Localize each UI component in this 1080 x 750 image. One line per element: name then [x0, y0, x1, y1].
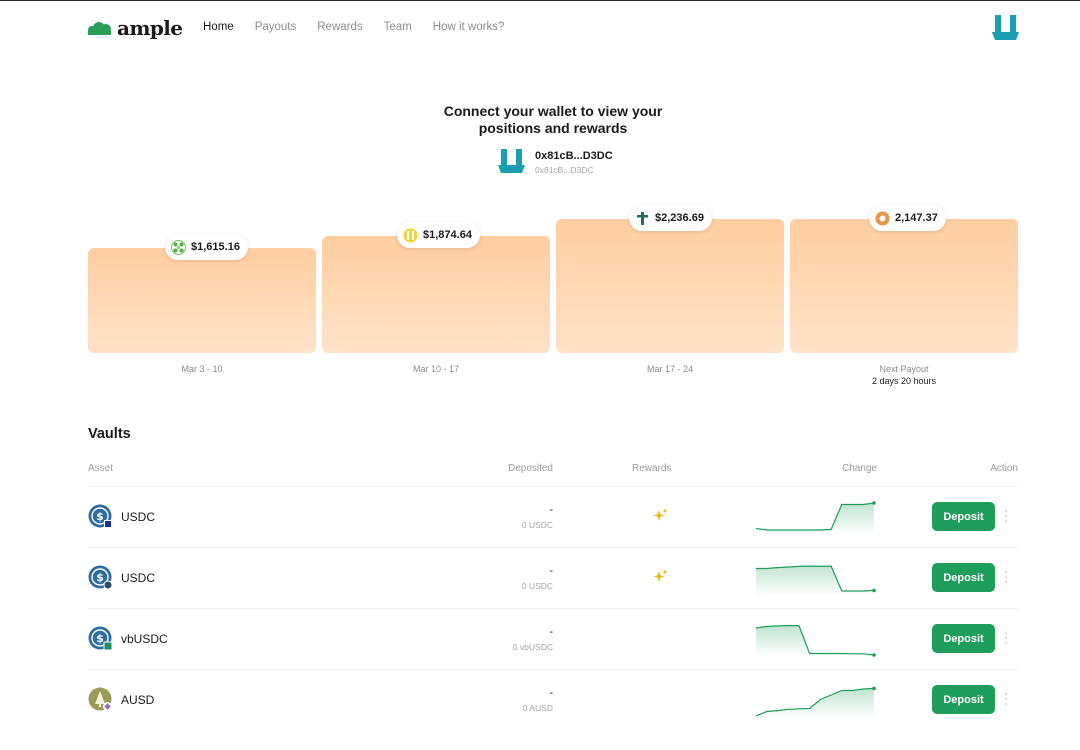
- sparkline-end-dot: [872, 588, 876, 593]
- asset-name: USDC: [121, 510, 156, 524]
- vaults-title: Vaults: [88, 426, 131, 442]
- nav-rewards[interactable]: Rewards: [317, 21, 363, 33]
- deposit-button[interactable]: Deposit: [932, 502, 995, 531]
- header: ample Home Payouts Rewards Team How it w…: [88, 14, 1020, 44]
- payout-card[interactable]: [88, 248, 316, 353]
- payout-card[interactable]: [322, 236, 550, 353]
- vault-row: $ USDC - 0 USDC Deposit: [88, 547, 1018, 607]
- orange-coin-icon: [875, 211, 890, 225]
- payout-period: Mar 3 - 10: [181, 364, 223, 374]
- wallet-address-sub: 0x81cB...D3DC: [535, 165, 594, 175]
- ample-logo-icon: [88, 22, 111, 35]
- payout-card[interactable]: [556, 219, 784, 353]
- next-payout-card[interactable]: [790, 219, 1018, 353]
- payout-amount: $2,236.69: [655, 212, 704, 224]
- vault-row: AUSD - 0 AUSD Deposit: [88, 669, 1018, 729]
- yellow-token-icon: [403, 228, 418, 242]
- deposit-button[interactable]: Deposit: [932, 685, 995, 714]
- deposit-button[interactable]: Deposit: [932, 563, 995, 592]
- sparkline-area: [756, 503, 874, 535]
- change-sparkline: [755, 501, 876, 535]
- col-asset: Asset: [88, 463, 114, 474]
- sparkline-end-dot: [872, 501, 876, 505]
- sparkline-line: [755, 502, 875, 531]
- asset-name: USDC: [121, 571, 156, 585]
- svg-text:$: $: [96, 632, 104, 645]
- asset-name: AUSD: [121, 693, 155, 707]
- payout-amount: $1,615.16: [191, 241, 240, 253]
- deposit-button[interactable]: Deposit: [932, 624, 995, 653]
- deposited-amount: 0 AUSD: [522, 703, 553, 713]
- connect-title-line1: Connect your wallet to view your: [443, 103, 663, 119]
- vault-row: $ USDC - 0 USDC Deposit: [88, 486, 1018, 546]
- col-rewards: Rewards: [632, 463, 672, 474]
- change-sparkline: [755, 625, 876, 657]
- more-options-icon[interactable]: [1004, 631, 1008, 645]
- vbusdc-icon: $: [88, 626, 113, 651]
- nav-home[interactable]: Home: [203, 21, 234, 33]
- green-token-icon: [171, 239, 186, 255]
- nav-team[interactable]: Team: [383, 21, 412, 33]
- svg-text:$: $: [96, 510, 104, 523]
- top-border: [0, 0, 1080, 1]
- asset-name: vbUSDC: [121, 632, 168, 646]
- wallet-info[interactable]: 0x81cB...D3DC 0x81cB...D3DC: [498, 148, 638, 176]
- wallet-avatar-icon[interactable]: [991, 14, 1020, 42]
- deposited-amount: 0 USDC: [521, 520, 553, 530]
- teal-token-icon: [637, 211, 648, 225]
- brand-name: ample: [117, 16, 183, 40]
- wallet-address: 0x81cB...D3DC: [535, 150, 613, 162]
- sparkle-reward-icon: [653, 569, 668, 582]
- usdc-icon: $: [88, 504, 112, 528]
- payout-amount: 2,147.37: [895, 212, 938, 224]
- payout-amount-pill: $1,874.64: [397, 222, 480, 248]
- usdc-icon: $: [88, 565, 113, 590]
- deposited-value: -: [549, 565, 553, 577]
- col-change: Change: [841, 463, 877, 474]
- payout-amount-pill: $2,236.69: [629, 205, 712, 231]
- payout-period: Mar 10 - 17: [412, 364, 460, 374]
- sparkline-line: [756, 565, 875, 592]
- deposited-value: -: [549, 687, 553, 699]
- payout-period: Mar 17 - 24: [646, 364, 694, 374]
- sparkline-area: [756, 566, 874, 596]
- sparkline-end-dot: [872, 686, 876, 691]
- change-sparkline: [755, 686, 876, 718]
- connect-section: Connect your wallet to view your positio…: [0, 103, 1080, 137]
- sparkle-reward-icon: [653, 508, 668, 521]
- connect-title-line2: positions and rewards: [478, 120, 628, 136]
- col-deposited: Deposited: [507, 463, 553, 474]
- payout-amount-pill: 2,147.37: [869, 205, 946, 231]
- change-sparkline: [756, 565, 876, 596]
- sparkline-line: [755, 625, 875, 656]
- sparkline-line: [755, 687, 875, 717]
- more-options-icon[interactable]: [1004, 692, 1008, 706]
- deposited-amount: 0 vbUSDC: [512, 642, 553, 652]
- deposited-value: -: [549, 504, 553, 516]
- payout-amount-pill: $1,615.16: [165, 234, 248, 260]
- next-payout-countdown: 2 days 20 hours: [871, 376, 937, 386]
- nav-payouts[interactable]: Payouts: [254, 21, 297, 33]
- sparkline-area: [756, 688, 874, 718]
- more-options-icon[interactable]: [1004, 509, 1008, 523]
- sparkline-area: [756, 625, 874, 657]
- deposited-amount: 0 USDC: [521, 581, 553, 591]
- more-options-icon[interactable]: [1004, 570, 1008, 584]
- next-payout-label: Next Payout: [879, 364, 929, 374]
- logo[interactable]: ample: [88, 16, 183, 40]
- nav-how-it-works[interactable]: How it works?: [432, 21, 505, 33]
- vault-row: $ vbUSDC - 0 vbUSDC Deposit: [88, 608, 1018, 668]
- sparkline-end-dot: [872, 653, 876, 657]
- deposited-value: -: [549, 626, 553, 638]
- main-nav: Home Payouts Rewards Team How it works?: [203, 21, 504, 33]
- wallet-avatar-icon: [498, 149, 525, 173]
- col-action: Action: [990, 463, 1018, 474]
- svg-text:$: $: [96, 571, 104, 584]
- payout-amount: $1,874.64: [423, 229, 472, 241]
- ausd-icon: [88, 687, 112, 711]
